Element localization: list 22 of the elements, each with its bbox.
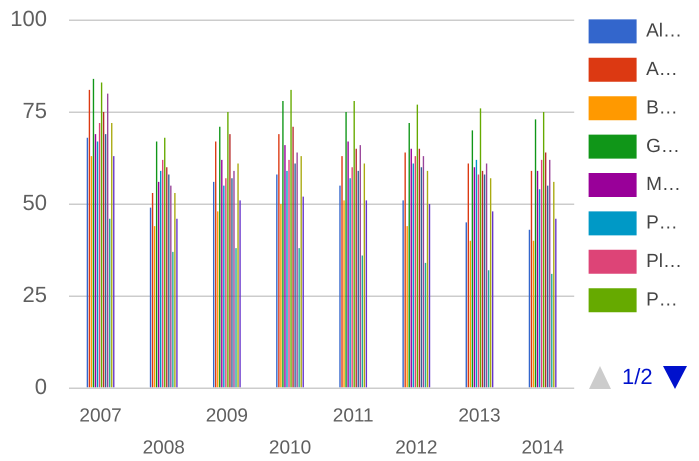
y-tick-label: 0 [34, 374, 47, 400]
x-tick-label: 2012 [395, 438, 438, 459]
legend-label: Al… [646, 20, 682, 42]
legend-label: M… [646, 174, 681, 196]
y-tick-label: 75 [22, 98, 47, 124]
legend-label: P… [646, 289, 678, 310]
legend-label: G… [646, 136, 680, 157]
x-tick-label: 2010 [268, 438, 312, 459]
text: 1/2 [622, 364, 653, 390]
x-tick-label: 2011 [332, 405, 374, 426]
y-tick-label: 50 [22, 190, 47, 216]
legend-label: P… [646, 212, 678, 234]
x-tick-label: 2014 [521, 438, 564, 459]
x-tick-label: 2007 [79, 405, 122, 426]
x-tick-label: 2009 [206, 405, 248, 426]
legend-label: B… [646, 97, 678, 118]
legend-label: Pl… [646, 251, 682, 272]
y-tick-label: 100 [10, 6, 47, 32]
legend-label: A… [646, 59, 678, 80]
y-tick-label: 25 [22, 282, 47, 308]
x-tick-label: 2008 [142, 438, 185, 459]
x-tick-label: 2013 [458, 405, 501, 426]
